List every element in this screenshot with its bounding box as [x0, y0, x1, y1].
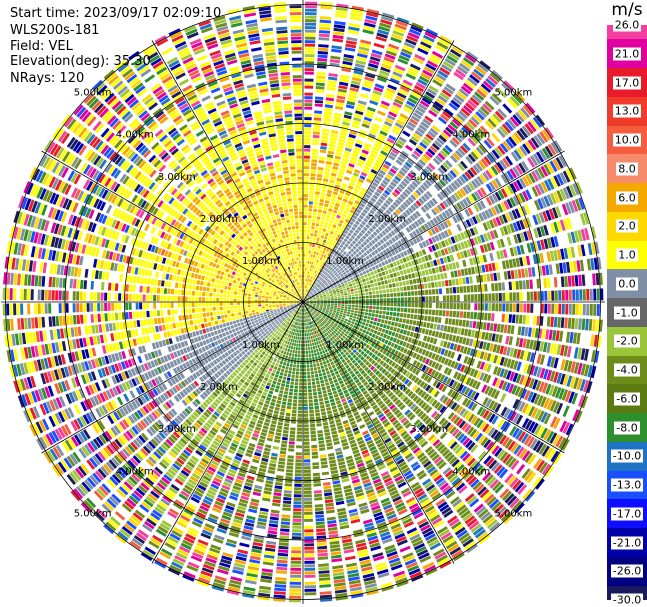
colorbar-tick-label: -6.0 [607, 392, 647, 406]
velocity-gates [10, 12, 602, 592]
azimuth-line [41, 150, 304, 303]
range-label: 1.00km [326, 256, 364, 267]
colorbar-tick-label: 13.0 [607, 104, 647, 118]
azimuth-line [302, 301, 565, 454]
azimuth-line [41, 301, 304, 454]
colorbar-tick-text: -13.0 [610, 478, 644, 492]
colorbar-tick-label: 26.0 [607, 18, 647, 32]
colorbar-tick-text: 6.0 [616, 191, 638, 204]
range-label: 3.00km [158, 424, 196, 435]
colorbar-tick-label: -2.0 [607, 334, 647, 348]
colorbar-tick-text: -26.0 [610, 564, 644, 578]
colorbar-tick-label: 1.0 [607, 248, 647, 262]
colorbar-tick-label: -21.0 [607, 536, 647, 549]
range-label: 3.00km [158, 172, 196, 183]
colorbar-tick-text: 0.0 [616, 277, 638, 291]
colorbar-tick-text: 13.0 [612, 104, 642, 118]
range-label: 2.00km [200, 214, 238, 225]
range-label: 2.00km [200, 382, 238, 393]
range-label: 2.00km [368, 382, 406, 393]
range-label: 3.00km [410, 424, 448, 435]
range-label: 5.00km [74, 508, 112, 519]
azimuth-line [302, 40, 455, 303]
azimuth-lines [1, 0, 605, 604]
colorbar-tick-label: 8.0 [607, 162, 647, 176]
range-label: 1.00km [242, 256, 280, 267]
azimuth-line [302, 150, 565, 303]
velocity-gates [6, 5, 603, 601]
colorbar-tick-label: -1.0 [607, 306, 647, 319]
colorbar-tick-text: -10.0 [610, 449, 644, 463]
velocity-gates [13, 22, 600, 592]
colorbar-tick-text: 8.0 [616, 162, 638, 176]
colorbar-tick-label: 21.0 [607, 47, 647, 61]
colorbar-tick-label: 17.0 [607, 76, 647, 89]
azimuth-line [151, 40, 304, 303]
range-label: 1.00km [242, 340, 280, 351]
range-label: 4.00km [452, 466, 490, 477]
colorbar-tick-text: 2.0 [616, 219, 638, 233]
colorbar-tick-text: 21.0 [612, 47, 642, 61]
instrument-name: WLS200s-181 [10, 23, 100, 38]
colorbar: 26.0 21.0 17.0 13.0 10.0 8.0 6.0 2.0 1.0 0.0 -1.0 -… [607, 18, 647, 607]
elevation: Elevation(deg): 35.30 [10, 54, 151, 69]
colorbar-tick-text: -4.0 [614, 363, 640, 377]
colorbar-tick-text: -8.0 [614, 421, 640, 434]
colorbar-tick-text: 10.0 [612, 133, 642, 147]
range-label: 5.00km [494, 88, 532, 99]
colorbar-tick-text: -30.0 [610, 593, 644, 607]
colorbar-tick-label: -30.0 [607, 593, 647, 607]
colorbar-tick-text: -21.0 [610, 536, 644, 549]
ppi-rays [2, 1, 604, 603]
range-label: 3.00km [410, 172, 448, 183]
colorbar-tick-text: -6.0 [614, 392, 640, 406]
colorbar-tick-label: -10.0 [607, 449, 647, 463]
colorbar-tick-label: 0.0 [607, 277, 647, 291]
colorbar-tick-label: -8.0 [607, 421, 647, 434]
colorbar-tick-text: -17.0 [610, 507, 644, 521]
colorbar-tick-label: 10.0 [607, 133, 647, 147]
azimuth-line [151, 301, 304, 564]
colorbar-tick-label: -26.0 [607, 564, 647, 578]
colorbar-tick-label: 2.0 [607, 219, 647, 233]
range-label: 5.00km [494, 508, 532, 519]
start-time: Start time: 2023/09/17 02:09:10 [10, 6, 222, 21]
range-label: 4.00km [116, 130, 154, 141]
colorbar-tick-text: 17.0 [612, 76, 642, 89]
range-labels: 1.00km 2.00km 3.00km 4.00km 5.00km 1.00km 2.00… [74, 88, 533, 520]
colorbar-tick-label: -17.0 [607, 507, 647, 521]
range-label: 4.00km [116, 466, 154, 477]
colorbar-tick-text: -1.0 [614, 306, 640, 319]
colorbar-tick-label: 6.0 [607, 191, 647, 204]
colorbar-unit: m/s [611, 0, 643, 20]
ppi-velocity-plot: 1.00km 2.00km 3.00km 4.00km 5.00km 1.00km 2.00… [1, 0, 605, 604]
colorbar-tick-text: 1.0 [616, 248, 638, 262]
nrays: NRays: 120 [10, 71, 85, 86]
range-label: 4.00km [452, 130, 490, 141]
range-label: 2.00km [368, 214, 406, 225]
range-label: 5.00km [74, 88, 112, 99]
colorbar-tick-label: -4.0 [607, 363, 647, 377]
field-name: Field: VEL [10, 39, 73, 54]
range-label: 1.00km [326, 340, 364, 351]
colorbar-tick-text: 26.0 [612, 18, 642, 32]
azimuth-line [302, 301, 455, 564]
colorbar-tick-text: -2.0 [614, 334, 640, 348]
velocity-gates [4, 2, 602, 589]
colorbar-tick-label: -13.0 [607, 478, 647, 492]
